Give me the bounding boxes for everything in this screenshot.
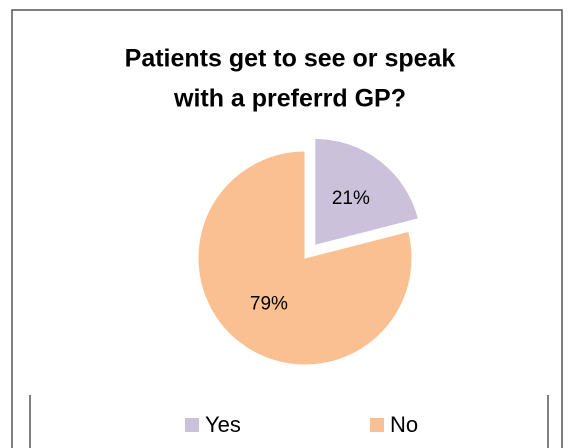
pie-slice [314,137,420,247]
data-label: 79% [250,294,288,315]
data-label: 21% [332,188,370,209]
legend-swatch [185,418,199,432]
chart-title: with a preferrd GP? [173,85,406,113]
frame [11,9,563,448]
legend-label: Yes [205,412,241,437]
legend-label: No [390,412,418,437]
pie-slice [197,150,413,366]
legend-swatch [370,418,384,432]
chart-title: Patients get to see or speak [125,45,456,73]
